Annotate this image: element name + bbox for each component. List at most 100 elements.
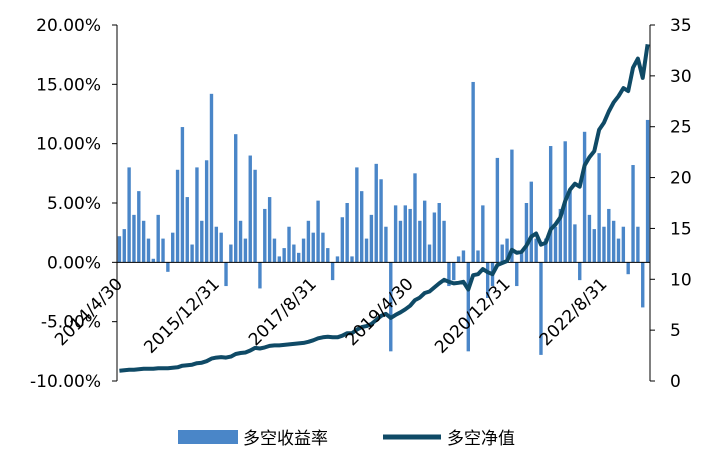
bar — [355, 167, 359, 263]
bar — [466, 262, 470, 352]
bar — [495, 157, 500, 263]
bar — [587, 214, 592, 263]
y2-tick-label: 0 — [670, 372, 681, 392]
bar — [195, 167, 199, 263]
y2-tick-label: 30 — [670, 67, 692, 87]
legend-swatch — [178, 430, 238, 444]
y2-tick-label: 25 — [670, 118, 692, 138]
bar — [544, 238, 548, 263]
y2-tick-label: 20 — [670, 169, 692, 189]
legend-label: 多空净值 — [447, 429, 515, 449]
y2-tick-label: 35 — [670, 16, 692, 36]
bar — [389, 262, 393, 352]
bar — [238, 220, 243, 263]
bar — [418, 220, 422, 263]
bar — [539, 262, 543, 355]
x-tick-label: 2017/8/31 — [245, 274, 321, 350]
bar — [146, 238, 151, 263]
bar — [641, 262, 645, 308]
bar — [616, 238, 621, 263]
y2-tick-label: 5 — [670, 321, 681, 341]
bar — [534, 238, 538, 263]
bar — [408, 208, 412, 263]
bar — [519, 250, 524, 263]
bar — [510, 149, 514, 263]
bar — [384, 226, 388, 263]
y-tick-label: 10.00% — [36, 135, 101, 155]
bar — [447, 262, 451, 287]
bar — [364, 238, 369, 263]
bar — [340, 217, 345, 263]
bar — [200, 220, 204, 263]
bar — [548, 146, 553, 263]
bar — [263, 208, 267, 263]
bar — [316, 200, 320, 263]
bar — [607, 208, 611, 263]
bar — [374, 163, 378, 263]
bar — [568, 191, 572, 263]
bar — [335, 256, 340, 263]
bar — [529, 181, 533, 263]
x-tick-label: 2022/8/31 — [536, 274, 612, 350]
bar — [151, 258, 156, 263]
y-tick-label: 20.00% — [36, 16, 101, 36]
bar — [253, 169, 257, 263]
bar — [234, 134, 238, 263]
bar — [297, 252, 301, 263]
bar — [282, 248, 286, 263]
y-tick-label: -5.00% — [41, 313, 101, 333]
x-tick-label: 2015/12/31 — [140, 274, 223, 357]
bar — [243, 238, 248, 263]
bar — [456, 256, 461, 263]
bar — [524, 203, 529, 263]
bar — [132, 214, 136, 263]
bar — [161, 238, 165, 263]
bar — [481, 205, 485, 263]
bar — [422, 200, 427, 263]
bar — [180, 127, 185, 263]
bar — [258, 262, 262, 289]
bar — [311, 232, 315, 263]
bar — [403, 205, 408, 263]
bar — [229, 244, 233, 263]
bar — [413, 173, 417, 263]
bar — [321, 232, 325, 263]
bar — [432, 212, 437, 263]
bar — [505, 238, 509, 263]
bar — [141, 220, 146, 263]
y2-tick-label: 10 — [670, 270, 692, 290]
bar — [636, 226, 640, 263]
bar — [621, 226, 626, 263]
bar — [272, 238, 277, 263]
bar — [301, 238, 306, 263]
y-tick-label: 5.00% — [47, 194, 101, 214]
bar — [379, 179, 383, 263]
bar — [214, 226, 219, 263]
bar — [485, 262, 490, 298]
bar — [369, 214, 374, 263]
bar — [461, 250, 466, 263]
bar — [209, 93, 214, 263]
y-tick-label: -10.00% — [30, 372, 101, 392]
bar — [476, 250, 480, 263]
bar — [582, 131, 587, 263]
y-tick-label: 0.00% — [47, 253, 101, 273]
bar — [626, 262, 630, 275]
bar — [287, 226, 291, 263]
nav-line — [119, 44, 650, 373]
bar — [359, 191, 364, 263]
bar — [631, 165, 635, 263]
bar — [171, 232, 175, 263]
bar — [277, 256, 282, 263]
x-tick-label: 2020/12/31 — [431, 274, 514, 357]
bar — [427, 244, 432, 263]
bar — [292, 244, 296, 263]
bar — [326, 248, 330, 263]
bar — [553, 226, 558, 263]
y2-tick-label: 15 — [670, 219, 692, 239]
bar — [306, 220, 311, 263]
legend-label: 多空收益率 — [243, 429, 328, 449]
bar — [345, 203, 349, 263]
bar — [185, 197, 189, 263]
